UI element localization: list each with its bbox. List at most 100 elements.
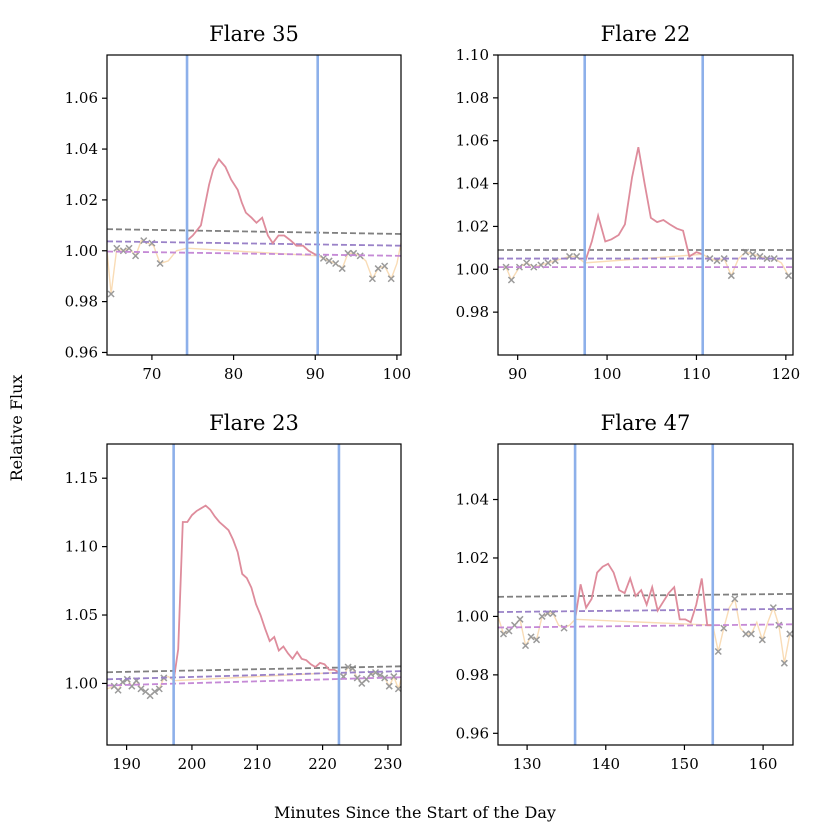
data-point-marker	[544, 259, 552, 267]
y-tick-label: 1.00	[456, 607, 489, 625]
y-tick-label: 1.10	[456, 46, 489, 64]
data-point-marker	[119, 247, 127, 255]
data-point-marker	[533, 636, 541, 644]
y-tick-label: 1.10	[65, 538, 98, 556]
data-point-marker	[527, 633, 535, 641]
fit-gray-line	[107, 228, 401, 235]
data-point-marker	[390, 673, 398, 681]
data-point-marker	[394, 685, 401, 693]
x-tick-label: 210	[243, 755, 272, 773]
x-tick-label: 90	[508, 365, 527, 383]
data-point-marker	[125, 244, 133, 252]
x-tick-label: 220	[308, 755, 337, 773]
y-tick-label: 1.05	[65, 606, 98, 624]
data-point-marker	[381, 674, 389, 682]
y-tick-label: 1.00	[65, 242, 98, 260]
panel-title: Flare 23	[209, 411, 299, 435]
x-tick-label: 150	[670, 755, 699, 773]
figure-xlabel: Minutes Since the Start of the Day	[274, 803, 556, 822]
data-point-marker	[516, 615, 524, 623]
data-point-marker	[119, 678, 127, 686]
data-point-marker	[325, 257, 333, 265]
data-point-marker	[353, 674, 361, 682]
baseline-series-line	[498, 596, 791, 664]
y-tick-label: 1.06	[65, 89, 98, 107]
fit-purple-line	[498, 607, 793, 613]
y-tick-label: 0.98	[65, 293, 98, 311]
data-point-marker	[374, 265, 382, 273]
y-tick-label: 1.00	[456, 260, 489, 278]
y-tick-label: 1.02	[456, 549, 489, 567]
data-point-marker	[332, 259, 340, 268]
data-point-marker	[132, 252, 140, 260]
plot-area	[107, 55, 401, 355]
y-tick-label: 1.06	[456, 132, 489, 150]
axes-frame	[497, 54, 794, 356]
y-tick-label: 1.04	[456, 491, 489, 509]
data-point-marker	[387, 275, 395, 283]
y-tick-label: 0.98	[456, 666, 489, 684]
x-tick-label: 200	[178, 755, 207, 773]
x-tick-label: 230	[374, 755, 403, 773]
y-tick-label: 0.96	[65, 343, 98, 361]
data-point-marker	[499, 630, 508, 638]
y-tick-label: 1.02	[65, 191, 98, 209]
data-point-marker	[505, 627, 513, 635]
data-point-marker	[784, 272, 793, 280]
panel-2: 190 200 210 220 230 1.00 1.05 1.10 1.15 Flare 23	[65, 411, 403, 773]
data-point-marker	[538, 612, 546, 620]
data-point-marker	[749, 250, 757, 258]
data-point-marker	[720, 624, 728, 632]
fit-purple-line	[107, 670, 401, 681]
x-tick-label: 160	[749, 755, 778, 773]
baseline-series-line	[499, 251, 790, 282]
panel-title: Flare 35	[209, 22, 299, 46]
panel-3: 130 140 150 160 0.96 0.98 1.00 1.02 1.04 Flare 47	[456, 411, 794, 773]
axes-frame	[106, 54, 402, 356]
data-point-marker	[731, 595, 739, 603]
panel-title: Flare 22	[601, 22, 691, 46]
fit-violet-line	[498, 623, 793, 629]
y-tick-label: 1.08	[456, 89, 489, 107]
data-point-marker	[319, 254, 327, 262]
flare-series-line	[172, 504, 340, 681]
panel-1: 90 100 110 120 0.98 1.00 1.02 1.04 1.06 1.08 1.10 F…	[456, 22, 801, 383]
plot-area	[498, 444, 793, 745]
baseline-series-line	[107, 239, 401, 295]
fit-gray-line	[107, 665, 401, 674]
data-point-marker	[137, 685, 145, 693]
x-tick-label: 140	[591, 755, 620, 773]
y-tick-label: 1.04	[456, 175, 489, 193]
x-tick-label: 90	[306, 365, 325, 383]
data-point-marker	[786, 630, 793, 638]
data-point-marker	[522, 642, 530, 650]
data-point-marker	[338, 265, 346, 273]
data-point-marker	[758, 636, 766, 644]
x-tick-label: 110	[682, 365, 711, 383]
plot-area	[498, 55, 793, 355]
data-point-marker	[371, 668, 380, 677]
x-tick-label: 120	[772, 365, 801, 383]
panel-title: Flare 47	[601, 411, 691, 435]
figure-ylabel: Relative Flux	[7, 375, 26, 482]
axes-frame	[106, 443, 402, 746]
y-tick-label: 1.00	[65, 674, 98, 692]
fit-violet-line	[107, 250, 401, 257]
x-tick-label: 190	[112, 755, 141, 773]
data-point-marker	[385, 682, 393, 690]
data-point-marker	[507, 276, 515, 284]
x-tick-label: 130	[513, 755, 542, 773]
data-point-marker	[148, 239, 156, 247]
data-point-marker	[113, 244, 121, 252]
data-point-marker	[155, 685, 163, 693]
y-tick-label: 1.15	[65, 469, 98, 487]
data-point-marker	[780, 659, 788, 667]
data-point-marker	[770, 255, 778, 263]
y-tick-label: 0.96	[456, 724, 489, 742]
flare-series-line	[583, 146, 704, 264]
y-tick-label: 1.04	[65, 140, 98, 158]
x-tick-label: 100	[383, 365, 412, 383]
panel-0: 70 80 90 100 0.96 0.98 1.00 1.02 1.04 1.06 Flare 3…	[65, 22, 412, 383]
data-point-marker	[727, 272, 735, 280]
